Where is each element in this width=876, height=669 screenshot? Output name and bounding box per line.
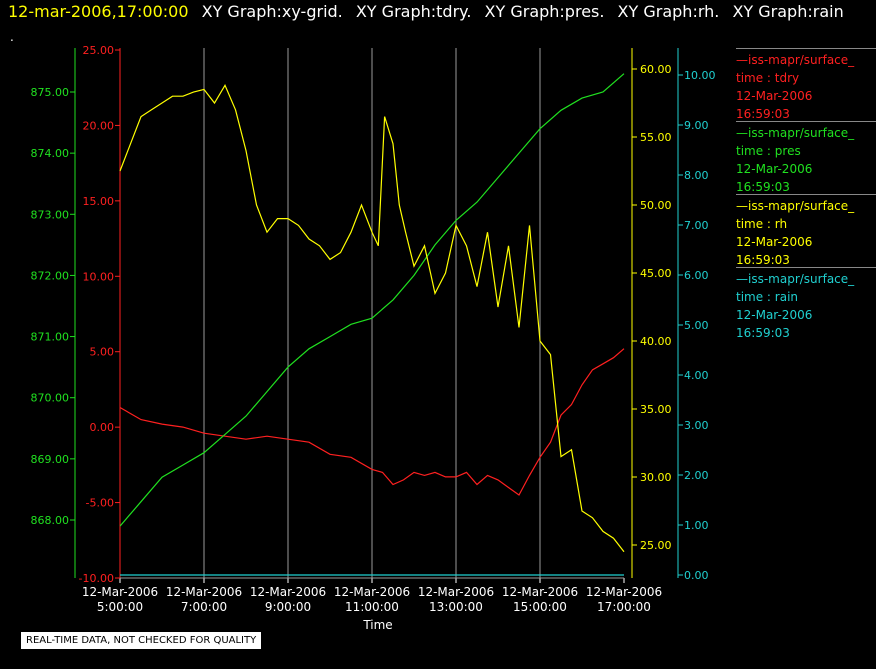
rain-tick-label: 1.00 xyxy=(684,519,709,532)
legend-time: 16:59:03 xyxy=(736,180,790,194)
legend-entry-rain[interactable]: —iss-mapr/surface_ time : rain 12-Mar-20… xyxy=(736,267,876,340)
pres-tick-label: 874.00 xyxy=(31,147,70,160)
rh-tick-label: 45.00 xyxy=(640,267,672,280)
pres-tick-label: 872.00 xyxy=(31,269,70,282)
pres-series-line xyxy=(119,73,625,527)
tdry-tick-label: -10.00 xyxy=(79,572,114,585)
legend-time: 16:59:03 xyxy=(736,107,790,121)
legend-date: 12-Mar-2006 xyxy=(736,89,813,103)
tab-pres[interactable]: XY Graph:pres. xyxy=(484,2,605,21)
legend-time: 16:59:03 xyxy=(736,326,790,340)
rain-tick-label: 6.00 xyxy=(684,269,709,282)
tab-tdry[interactable]: XY Graph:tdry. xyxy=(355,2,472,21)
timestamp: 12-mar-2006,17:00:00 xyxy=(8,2,189,21)
legend: —iss-mapr/surface_ time : tdry 12-Mar-20… xyxy=(736,48,876,340)
legend-time: 16:59:03 xyxy=(736,253,790,267)
legend-variable: time : rh xyxy=(736,217,788,231)
legend-series-name: —iss-mapr/surface_ xyxy=(736,53,855,67)
tdry-tick-label: 10.00 xyxy=(83,270,115,283)
legend-variable: time : rain xyxy=(736,290,799,304)
legend-variable: time : pres xyxy=(736,144,801,158)
x-tick-label-date: 12-Mar-2006 xyxy=(418,585,494,599)
title-bar: 12-mar-2006,17:00:00 XY Graph:xy-grid. X… xyxy=(8,2,852,21)
rain-tick-label: 9.00 xyxy=(684,119,709,132)
x-axis-label: Time xyxy=(362,618,392,632)
tdry-tick-label: 15.00 xyxy=(83,195,115,208)
pres-tick-label: 875.00 xyxy=(31,86,70,99)
x-tick-label-time: 9:00:00 xyxy=(265,600,311,614)
rain-tick-label: 2.00 xyxy=(684,469,709,482)
quality-notice: REAL-TIME DATA, NOT CHECKED FOR QUALITY xyxy=(20,631,263,650)
tdry-tick-label: 20.00 xyxy=(83,119,115,132)
pres-tick-label: 871.00 xyxy=(31,331,70,344)
pres-tick-label: 873.00 xyxy=(31,208,70,221)
x-tick-label-time: 17:00:00 xyxy=(597,600,651,614)
x-tick-label-time: 15:00:00 xyxy=(513,600,567,614)
legend-swatch: — xyxy=(736,53,748,67)
legend-swatch: — xyxy=(736,126,748,140)
legend-date: 12-Mar-2006 xyxy=(736,162,813,176)
rh-tick-label: 25.00 xyxy=(640,539,672,552)
rain-tick-label: 3.00 xyxy=(684,419,709,432)
x-tick-label-date: 12-Mar-2006 xyxy=(82,585,158,599)
tab-rain[interactable]: XY Graph:rain xyxy=(732,2,844,21)
x-tick-label-time: 13:00:00 xyxy=(429,600,483,614)
tdry-tick-label: 25.00 xyxy=(83,44,115,57)
x-tick-label-date: 12-Mar-2006 xyxy=(250,585,326,599)
legend-date: 12-Mar-2006 xyxy=(736,235,813,249)
legend-entry-tdry[interactable]: —iss-mapr/surface_ time : tdry 12-Mar-20… xyxy=(736,48,876,121)
rh-tick-label: 30.00 xyxy=(640,471,672,484)
tab-xy-grid[interactable]: XY Graph:xy-grid. xyxy=(201,2,343,21)
rain-tick-label: 4.00 xyxy=(684,369,709,382)
rh-series-line xyxy=(119,83,625,553)
rain-tick-label: 10.00 xyxy=(684,69,716,82)
rain-tick-label: 0.00 xyxy=(684,569,709,582)
x-tick-label-date: 12-Mar-2006 xyxy=(586,585,662,599)
x-tick-label-date: 12-Mar-2006 xyxy=(334,585,410,599)
rain-tick-label: 5.00 xyxy=(684,319,709,332)
legend-swatch: — xyxy=(736,272,748,286)
legend-entry-pres[interactable]: —iss-mapr/surface_ time : pres 12-Mar-20… xyxy=(736,121,876,194)
rain-tick-label: 8.00 xyxy=(684,169,709,182)
legend-series-name: —iss-mapr/surface_ xyxy=(736,126,855,140)
tdry-tick-label: 5.00 xyxy=(90,346,115,359)
tdry-tick-label: 0.00 xyxy=(90,421,115,434)
graph-tabs: XY Graph:xy-grid. XY Graph:tdry. XY Grap… xyxy=(197,2,852,21)
tdry-tick-label: -5.00 xyxy=(86,497,114,510)
legend-series-name: —iss-mapr/surface_ xyxy=(736,199,855,213)
x-tick-label-time: 11:00:00 xyxy=(345,600,399,614)
legend-variable: time : tdry xyxy=(736,71,800,85)
pres-tick-label: 870.00 xyxy=(31,392,70,405)
x-tick-label-time: 7:00:00 xyxy=(181,600,227,614)
rh-tick-label: 35.00 xyxy=(640,403,672,416)
x-tick-label-time: 5:00:00 xyxy=(97,600,143,614)
rh-tick-label: 40.00 xyxy=(640,335,672,348)
tab-rh[interactable]: XY Graph:rh. xyxy=(617,2,720,21)
pres-tick-label: 869.00 xyxy=(31,453,70,466)
pres-tick-label: 868.00 xyxy=(31,514,70,527)
legend-series-name: —iss-mapr/surface_ xyxy=(736,272,855,286)
x-tick-label-date: 12-Mar-2006 xyxy=(502,585,578,599)
rh-tick-label: 60.00 xyxy=(640,63,672,76)
legend-swatch: — xyxy=(736,199,748,213)
rh-tick-label: 55.00 xyxy=(640,131,672,144)
cursor-marker: . xyxy=(10,30,14,44)
legend-entry-rh[interactable]: —iss-mapr/surface_ time : rh 12-Mar-2006… xyxy=(736,194,876,267)
tdry-series-line xyxy=(119,348,625,496)
rain-tick-label: 7.00 xyxy=(684,219,709,232)
legend-date: 12-Mar-2006 xyxy=(736,308,813,322)
x-tick-label-date: 12-Mar-2006 xyxy=(166,585,242,599)
rh-tick-label: 50.00 xyxy=(640,199,672,212)
